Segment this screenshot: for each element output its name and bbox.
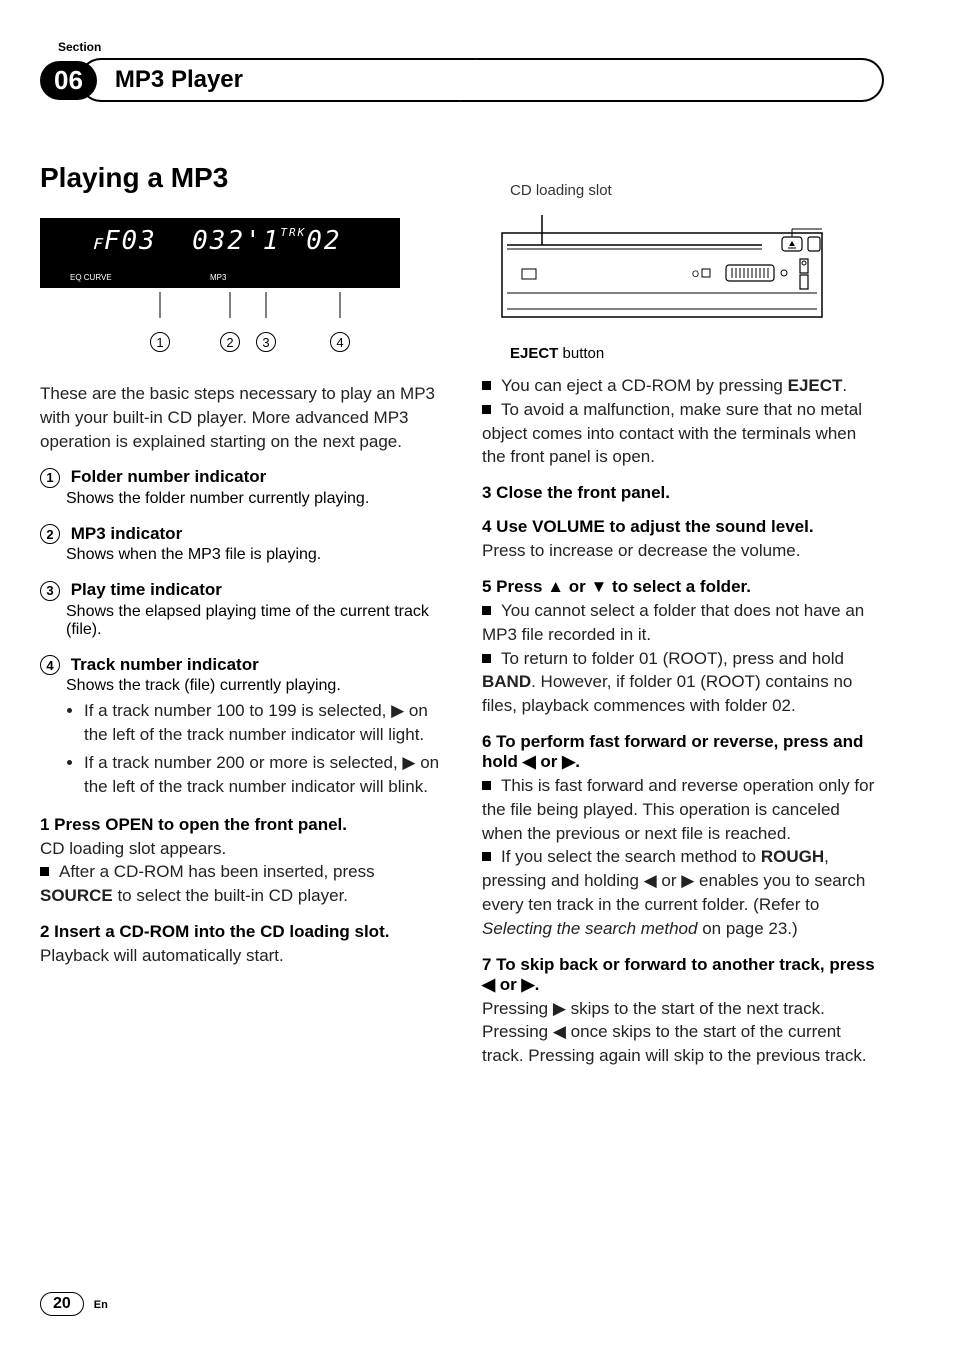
step-line: Pressing ▶ skips to the start of the nex… <box>482 997 884 1068</box>
bullet-item: If a track number 100 to 199 is selected… <box>84 699 442 747</box>
device-note: You can eject a CD-ROM by pressing EJECT… <box>482 374 884 398</box>
callout-2: 2 <box>220 332 240 352</box>
step-note: After a CD-ROM has been inserted, press … <box>40 860 442 908</box>
left-steps: 1 Press OPEN to open the front panel.CD … <box>40 815 442 968</box>
definition-body: Shows when the MP3 file is playing. <box>40 546 442 564</box>
cd-slot-label: CD loading slot <box>510 182 884 199</box>
indicator-definitions: 1 Folder number indicator Shows the folde… <box>40 467 442 798</box>
lcd-display: ꜰF03 032'1TRK02 EQ CURVE MP3 <box>40 218 400 288</box>
right-column: CD loading slot O <box>482 162 884 1068</box>
lcd-eq: EQ CURVE <box>70 273 112 282</box>
right-steps: 3 Close the front panel. 4 Use VOLUME to … <box>482 483 884 1068</box>
chapter-title: MP3 Player <box>79 58 448 102</box>
eject-bold: EJECT <box>510 345 558 362</box>
step-line: Press to increase or decrease the volume… <box>482 539 884 563</box>
step-heading: 3 Close the front panel. <box>482 483 884 503</box>
lcd-main: ꜰF03 032'1TRK02 <box>92 226 342 256</box>
definition-item: 3 Play time indicatorShows the elapsed p… <box>40 580 442 639</box>
step-note: You cannot select a folder that does not… <box>482 599 884 647</box>
eject-rest: button <box>558 345 604 362</box>
step-heading: 7 To skip back or forward to another tra… <box>482 955 884 995</box>
step-note: If you select the search method to ROUGH… <box>482 845 884 940</box>
definition-body: Shows the track (file) currently playing… <box>40 677 442 695</box>
callout-3: 3 <box>256 332 276 352</box>
definition-head: 3 Play time indicator <box>40 580 442 601</box>
section-label: Section <box>58 40 884 54</box>
definition-item: 4 Track number indicatorShows the track … <box>40 655 442 799</box>
definition-body: Shows the elapsed playing time of the cu… <box>40 603 442 639</box>
definition-item: 2 MP3 indicatorShows when the MP3 file i… <box>40 524 442 565</box>
intro-text: These are the basic steps necessary to p… <box>40 382 442 453</box>
eject-label: EJECT button <box>510 345 884 362</box>
callout-4: 4 <box>330 332 350 352</box>
step-heading: 1 Press OPEN to open the front panel. <box>40 815 442 835</box>
definition-head: 1 Folder number indicator <box>40 467 442 488</box>
footer: 20 En <box>40 1292 108 1316</box>
definition-bullets: If a track number 100 to 199 is selected… <box>40 699 442 798</box>
step-note: To return to folder 01 (ROOT), press and… <box>482 647 884 718</box>
step-heading: 6 To perform fast forward or reverse, pr… <box>482 732 884 772</box>
definition-head: 4 Track number indicator <box>40 655 442 676</box>
section-number-badge: 06 <box>40 61 97 100</box>
callout-lines <box>40 292 400 332</box>
callout-1: 1 <box>150 332 170 352</box>
content-columns: Playing a MP3 ꜰF03 032'1TRK02 EQ CURVE M… <box>40 162 884 1068</box>
definition-item: 1 Folder number indicator Shows the folde… <box>40 467 442 508</box>
lcd-mp3: MP3 <box>210 273 226 282</box>
step-heading: 5 Press ▲ or ▼ to select a folder. <box>482 577 884 597</box>
page-title: Playing a MP3 <box>40 162 442 194</box>
device-illustration: O <box>482 205 842 335</box>
device-notes: You can eject a CD-ROM by pressing EJECT… <box>482 374 884 469</box>
page-number: 20 <box>40 1292 84 1316</box>
step-heading: 2 Insert a CD-ROM into the CD loading sl… <box>40 922 442 942</box>
header-right-pill <box>488 58 884 102</box>
device-svg: O <box>492 215 832 325</box>
step-note: This is fast forward and reverse operati… <box>482 774 884 845</box>
definition-body: Shows the folder number currently playin… <box>40 490 442 508</box>
definition-head: 2 MP3 indicator <box>40 524 442 545</box>
language-code: En <box>94 1299 108 1311</box>
left-column: Playing a MP3 ꜰF03 032'1TRK02 EQ CURVE M… <box>40 162 442 1068</box>
device-note: To avoid a malfunction, make sure that n… <box>482 398 884 469</box>
bullet-item: If a track number 200 or more is selecte… <box>84 751 442 799</box>
step-line: CD loading slot appears. <box>40 837 442 861</box>
step-line: Playback will automatically start. <box>40 944 442 968</box>
callout-numbers: 1 2 3 4 <box>40 332 400 352</box>
step-heading: 4 Use VOLUME to adjust the sound level. <box>482 517 884 537</box>
svg-text:O: O <box>692 269 699 279</box>
header: 06 MP3 Player <box>40 58 884 102</box>
